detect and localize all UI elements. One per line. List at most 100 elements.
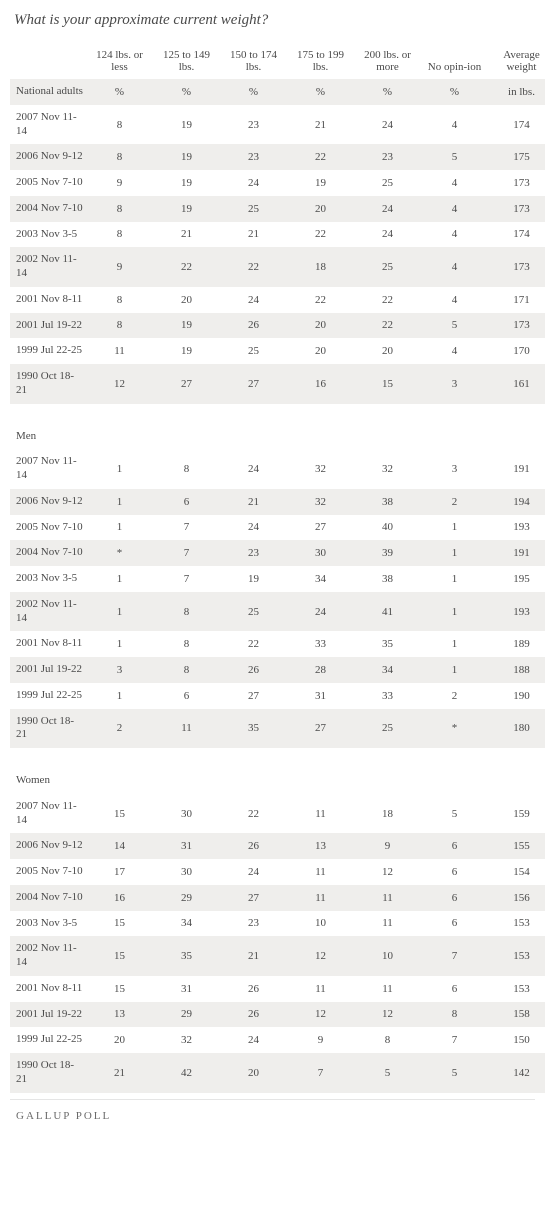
data-cell: 20 [220, 1053, 287, 1093]
data-cell: 40 [354, 515, 421, 541]
table-row: 2002 Nov 11-14182524411193 [10, 592, 545, 632]
data-cell: 7 [421, 936, 488, 976]
data-cell: 21 [220, 489, 287, 515]
data-cell: 22 [287, 222, 354, 248]
data-cell: * [86, 540, 153, 566]
data-cell: 8 [153, 631, 220, 657]
data-cell: 173 [488, 196, 545, 222]
data-cell: 21 [220, 936, 287, 976]
data-cell: 27 [220, 364, 287, 404]
data-cell: 20 [354, 338, 421, 364]
row-label: 2006 Nov 9-12 [10, 144, 86, 170]
col-header: 125 to 149 lbs. [153, 43, 220, 79]
row-label: 2001 Jul 19-22 [10, 1002, 86, 1028]
data-cell: 39 [354, 540, 421, 566]
data-cell: 29 [153, 1002, 220, 1028]
data-cell: 18 [354, 794, 421, 834]
data-cell: 1 [421, 657, 488, 683]
table-row: 2004 Nov 7-1016292711116156 [10, 885, 545, 911]
data-cell: 30 [153, 794, 220, 834]
data-cell: 4 [421, 287, 488, 313]
data-cell [220, 424, 287, 450]
data-cell: 13 [86, 1002, 153, 1028]
data-cell: 174 [488, 222, 545, 248]
data-cell: 11 [287, 885, 354, 911]
col-header: No opin-ion [421, 43, 488, 79]
table-row: 2007 Nov 11-1415302211185159 [10, 794, 545, 834]
data-cell: 24 [354, 222, 421, 248]
table-row: 2006 Nov 9-12162132382194 [10, 489, 545, 515]
data-cell: 21 [153, 222, 220, 248]
data-cell: 142 [488, 1053, 545, 1093]
data-cell: 20 [287, 313, 354, 339]
data-cell: 15 [86, 794, 153, 834]
data-cell: 22 [220, 247, 287, 287]
data-cell: 8 [86, 144, 153, 170]
data-cell: 174 [488, 105, 545, 145]
table-row: 2001 Nov 8-11182233351189 [10, 631, 545, 657]
data-cell: 30 [287, 540, 354, 566]
data-cell: 15 [86, 911, 153, 937]
col-header: 200 lbs. or more [354, 43, 421, 79]
data-cell: 20 [153, 287, 220, 313]
row-label: 2005 Nov 7-10 [10, 515, 86, 541]
data-cell: 24 [354, 105, 421, 145]
data-cell: 26 [220, 976, 287, 1002]
data-cell: 8 [354, 1027, 421, 1053]
data-cell: 173 [488, 170, 545, 196]
data-cell: 24 [354, 196, 421, 222]
data-cell: 13 [287, 833, 354, 859]
col-header: 175 to 199 lbs. [287, 43, 354, 79]
row-label: 2002 Nov 11-14 [10, 592, 86, 632]
data-cell: 7 [153, 515, 220, 541]
data-cell: 161 [488, 364, 545, 404]
data-cell: * [421, 709, 488, 749]
data-cell: 150 [488, 1027, 545, 1053]
data-cell: 180 [488, 709, 545, 749]
data-cell: 32 [354, 449, 421, 489]
data-cell: 33 [287, 631, 354, 657]
data-cell: 33 [354, 683, 421, 709]
data-cell: 24 [220, 170, 287, 196]
data-cell: 24 [287, 592, 354, 632]
col-header: Average weight [488, 43, 545, 79]
data-cell: 14 [86, 833, 153, 859]
data-cell: 28 [287, 657, 354, 683]
data-cell: 19 [153, 170, 220, 196]
row-label: 2004 Nov 7-10 [10, 540, 86, 566]
data-cell: 8 [153, 449, 220, 489]
data-cell: 159 [488, 794, 545, 834]
data-cell: 25 [220, 592, 287, 632]
data-cell: 1 [86, 683, 153, 709]
table-row: 2005 Nov 7-109192419254173 [10, 170, 545, 196]
data-cell: 27 [287, 515, 354, 541]
row-label: 2004 Nov 7-10 [10, 885, 86, 911]
data-cell: 30 [153, 859, 220, 885]
data-cell: 23 [220, 144, 287, 170]
data-cell: 24 [220, 1027, 287, 1053]
data-cell: 16 [287, 364, 354, 404]
data-cell: 38 [354, 566, 421, 592]
table-row: 2007 Nov 11-148192321244174 [10, 105, 545, 145]
data-cell: 27 [220, 683, 287, 709]
table-head: 124 lbs. or less 125 to 149 lbs. 150 to … [10, 43, 545, 79]
data-cell: 5 [421, 313, 488, 339]
table-row: 1990 Oct 18-2112272716153161 [10, 364, 545, 404]
data-cell: 34 [354, 657, 421, 683]
data-cell: 24 [220, 859, 287, 885]
row-label: 2001 Nov 8-11 [10, 287, 86, 313]
data-cell: 11 [287, 859, 354, 885]
data-cell: % [421, 79, 488, 105]
row-label: 2006 Nov 9-12 [10, 489, 86, 515]
data-cell: 8 [153, 592, 220, 632]
data-cell: % [354, 79, 421, 105]
data-cell: 158 [488, 1002, 545, 1028]
table-row: 2003 Nov 3-58212122244174 [10, 222, 545, 248]
row-label: 2002 Nov 11-14 [10, 247, 86, 287]
data-cell: 191 [488, 540, 545, 566]
table-row: 2004 Nov 7-10*72330391191 [10, 540, 545, 566]
data-cell: 1 [86, 566, 153, 592]
data-cell: 5 [421, 1053, 488, 1093]
data-cell: 24 [220, 449, 287, 489]
data-cell: 9 [287, 1027, 354, 1053]
